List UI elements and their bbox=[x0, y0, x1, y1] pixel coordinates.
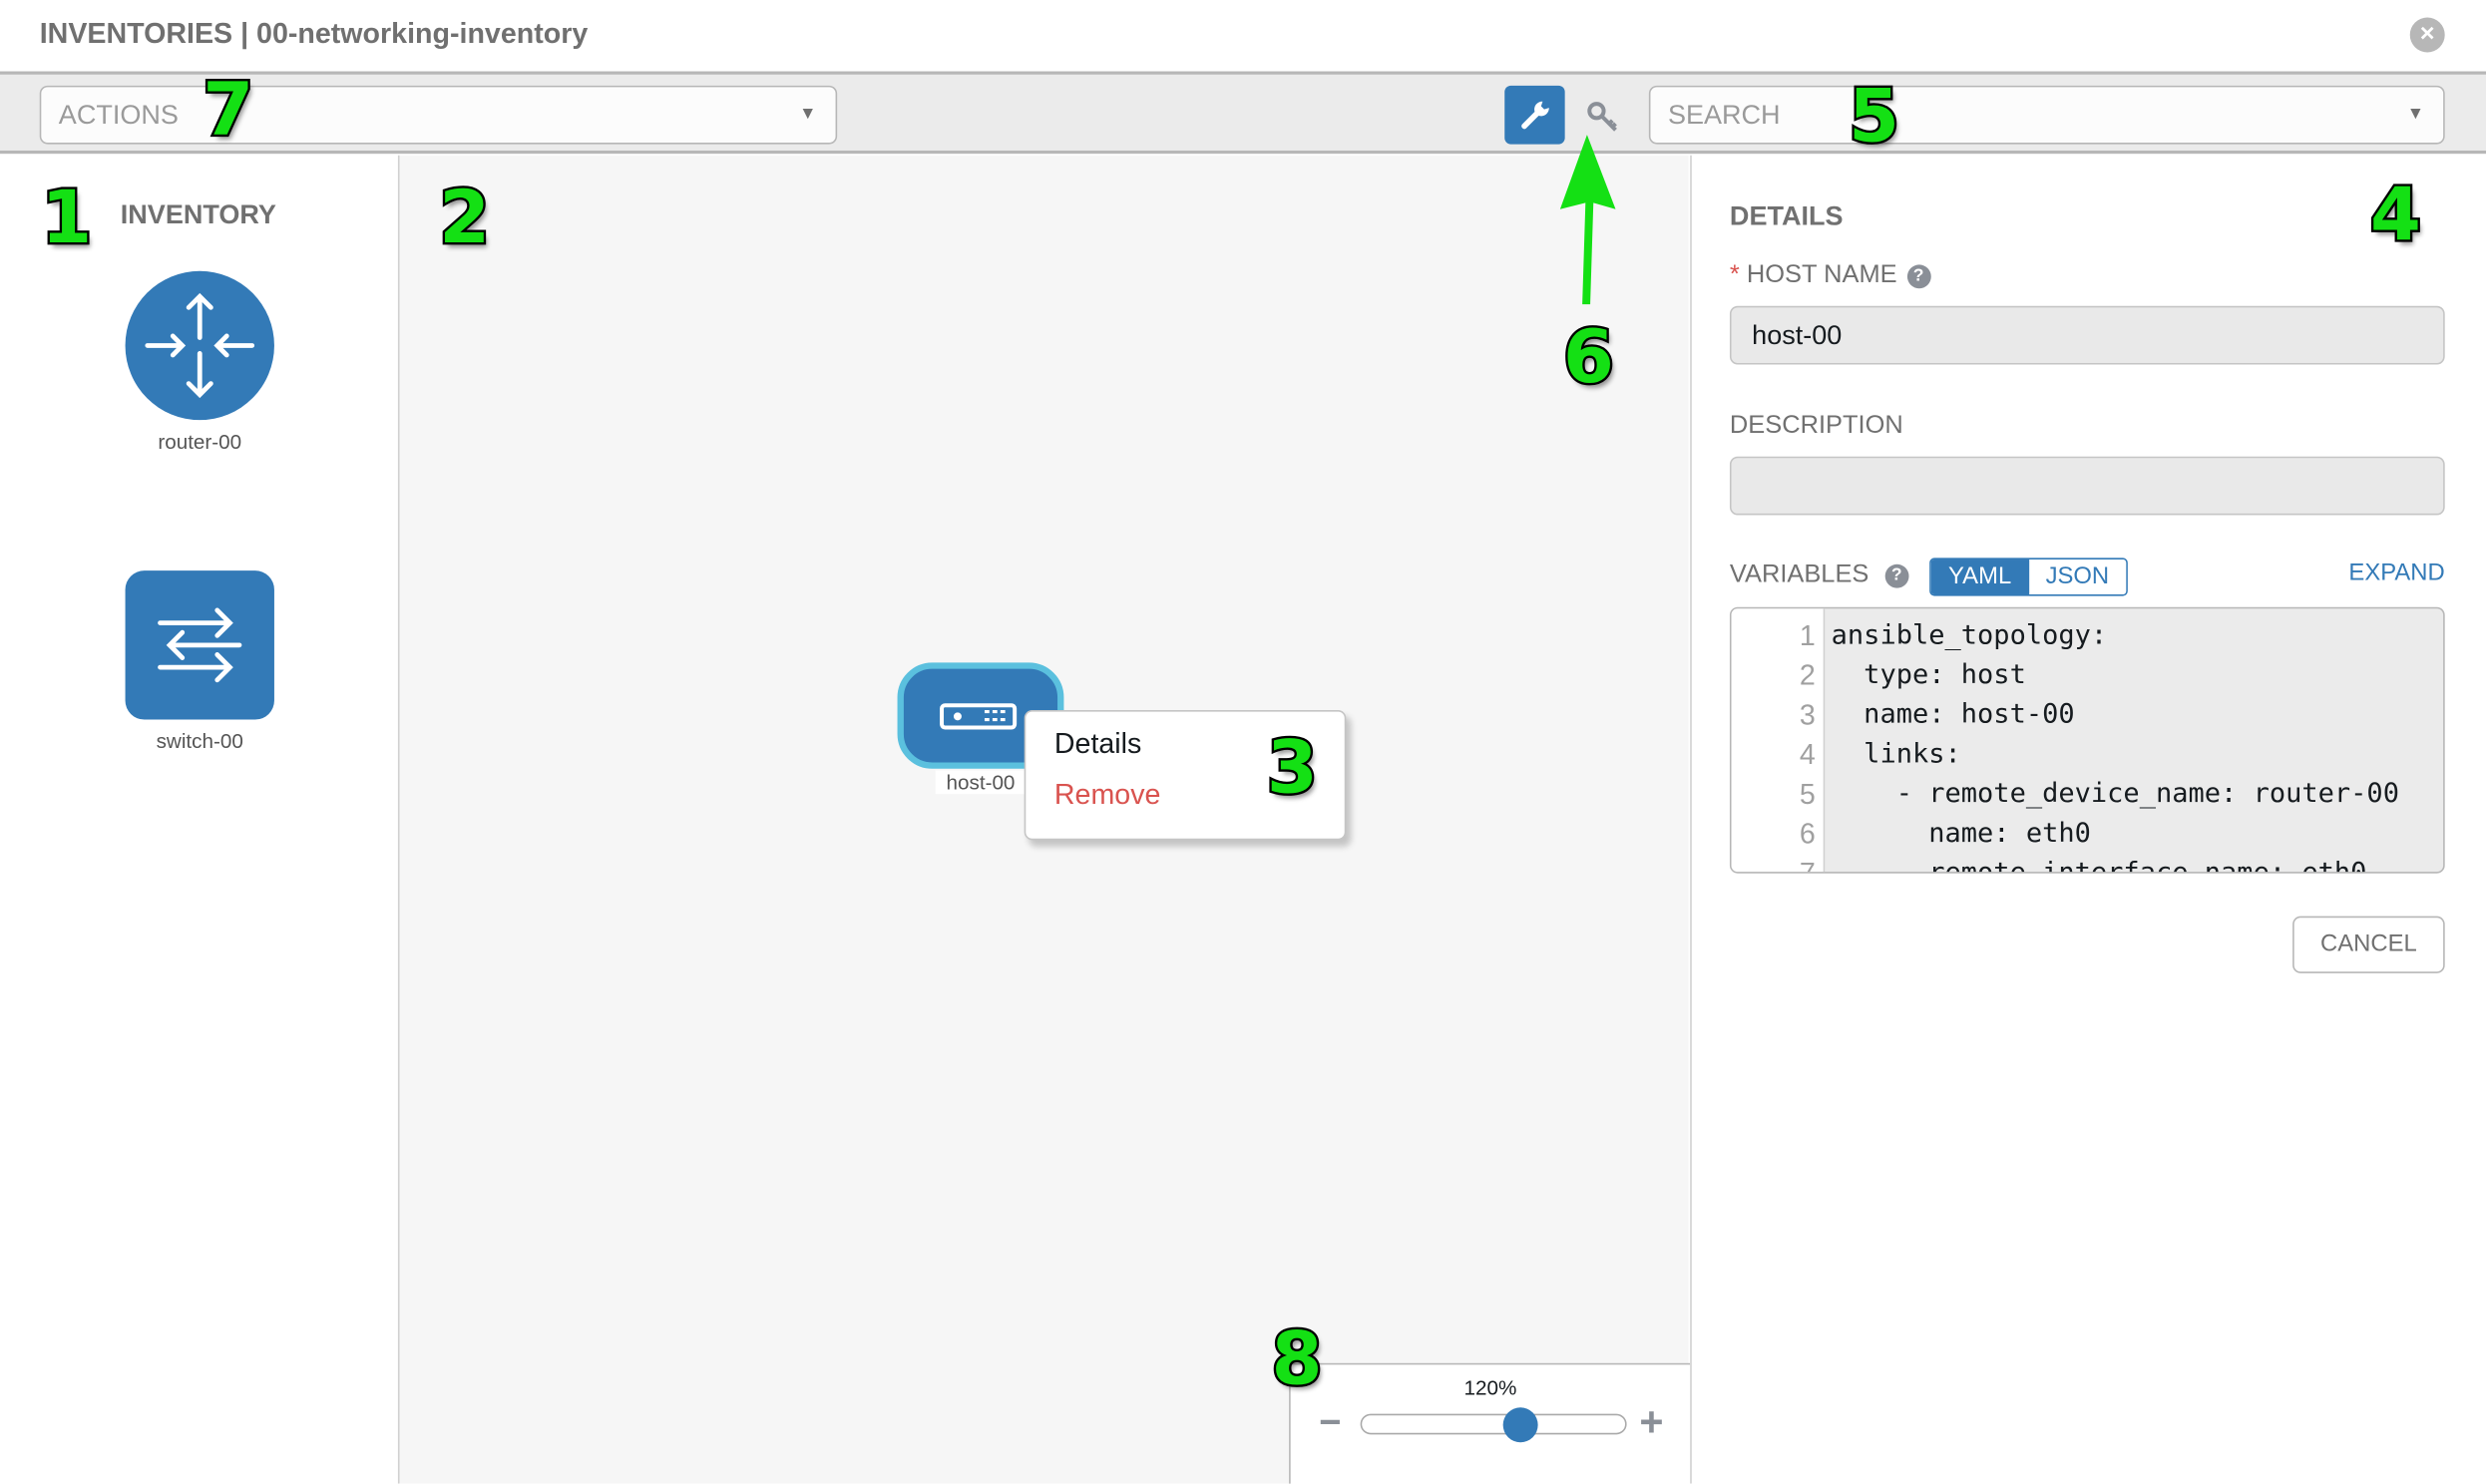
host-label: host-00 bbox=[935, 770, 1027, 795]
variables-label: VARIABLES? bbox=[1729, 560, 1909, 590]
annotation-3: 3 bbox=[1264, 724, 1320, 811]
code-text: ansible_topology: bbox=[1831, 619, 2108, 652]
router-icon bbox=[145, 292, 255, 399]
menu-item-details[interactable]: Details bbox=[1053, 727, 1142, 760]
annotation-7: 7 bbox=[201, 66, 256, 153]
line-number: 7 bbox=[1799, 857, 1816, 874]
help-icon[interactable]: ? bbox=[1884, 563, 1909, 588]
menu-item-remove[interactable]: Remove bbox=[1053, 778, 1161, 811]
description-input[interactable] bbox=[1729, 456, 2445, 516]
code-line: 6 name: eth0 bbox=[1732, 815, 2444, 855]
chevron-down-icon: ▼ bbox=[2406, 104, 2425, 124]
variables-editor[interactable]: 1 ansible_topology: 2 type: host 3 name: ho… bbox=[1729, 606, 2445, 874]
close-icon[interactable]: × bbox=[2409, 17, 2445, 53]
line-number: 2 bbox=[1799, 659, 1816, 691]
switch-label: switch-00 bbox=[156, 729, 243, 753]
host-name-input[interactable]: host-00 bbox=[1729, 305, 2445, 365]
json-toggle[interactable]: JSON bbox=[2028, 559, 2127, 594]
router-label: router-00 bbox=[158, 429, 242, 454]
help-icon[interactable]: ? bbox=[1906, 264, 1930, 289]
page-title: INVENTORIES | 00-networking-inventory bbox=[39, 17, 589, 50]
inventory-item-switch[interactable] bbox=[125, 570, 274, 720]
code-text: links: bbox=[1831, 738, 1961, 771]
code-line: 1 ansible_topology: bbox=[1732, 616, 2444, 656]
yaml-toggle[interactable]: YAML bbox=[1930, 559, 2029, 594]
zoom-level: 120% bbox=[1463, 1375, 1517, 1400]
code-line: 3 name: host-00 bbox=[1732, 696, 2444, 736]
expand-link[interactable]: EXPAND bbox=[2348, 559, 2445, 587]
code-text: type: host bbox=[1831, 659, 2026, 691]
host-name-label: * HOST NAME? bbox=[1730, 261, 1930, 290]
key-icon bbox=[1587, 102, 1617, 132]
key-button[interactable] bbox=[1584, 97, 1622, 135]
annotation-arrow bbox=[1559, 135, 1616, 305]
description-label: DESCRIPTION bbox=[1729, 412, 1903, 440]
annotation-5: 5 bbox=[1847, 73, 1902, 159]
code-text: remote_interface_name: eth0 bbox=[1831, 857, 2367, 874]
zoom-slider[interactable] bbox=[1360, 1413, 1627, 1435]
annotation-8: 8 bbox=[1269, 1315, 1325, 1401]
line-gutter bbox=[1731, 608, 1826, 873]
format-toggle: YAML JSON bbox=[1929, 557, 2128, 596]
required-mark: * bbox=[1729, 261, 1740, 289]
line-number: 1 bbox=[1799, 619, 1816, 652]
annotation-2: 2 bbox=[437, 174, 493, 260]
annotation-4: 4 bbox=[2368, 171, 2424, 257]
code-text: name: eth0 bbox=[1831, 818, 2091, 850]
line-number: 5 bbox=[1799, 778, 1816, 811]
cancel-button[interactable]: CANCEL bbox=[2292, 916, 2445, 973]
switch-icon bbox=[158, 607, 242, 683]
line-number: 3 bbox=[1799, 698, 1816, 731]
line-number: 4 bbox=[1799, 738, 1816, 771]
code-text: name: host-00 bbox=[1831, 698, 2075, 731]
code-line: 2 type: host bbox=[1732, 656, 2444, 696]
details-title: DETAILS bbox=[1729, 200, 1844, 232]
zoom-control: 120% − + bbox=[1289, 1362, 1691, 1484]
actions-label: ACTIONS bbox=[58, 100, 179, 131]
inventory-item-router[interactable] bbox=[125, 270, 274, 421]
zoom-out-button[interactable]: − bbox=[1319, 1400, 1342, 1444]
search-label: SEARCH bbox=[1667, 100, 1781, 131]
wrench-icon bbox=[1521, 101, 1549, 130]
host-server-icon bbox=[940, 703, 1018, 730]
chevron-down-icon: ▼ bbox=[799, 104, 817, 124]
code-line: 5 - remote_device_name: router-00 bbox=[1732, 775, 2444, 815]
actions-dropdown[interactable]: ACTIONS ▼ bbox=[39, 85, 838, 145]
code-text: - remote_device_name: router-00 bbox=[1831, 778, 2399, 811]
zoom-in-button[interactable]: + bbox=[1639, 1397, 1664, 1446]
host-name-label-text: HOST NAME bbox=[1746, 261, 1897, 289]
line-number: 6 bbox=[1799, 818, 1816, 850]
annotation-1: 1 bbox=[39, 174, 95, 260]
context-menu: Details Remove bbox=[1024, 710, 1347, 841]
code-line: 7 remote_interface_name: eth0 bbox=[1732, 855, 2444, 874]
search-dropdown[interactable]: SEARCH ▼ bbox=[1648, 85, 2445, 145]
zoom-slider-handle[interactable] bbox=[1502, 1407, 1538, 1443]
code-line: 4 links: bbox=[1732, 735, 2444, 775]
variables-label-text: VARIABLES bbox=[1729, 560, 1869, 588]
wrench-button[interactable] bbox=[1504, 85, 1565, 145]
inventory-title: INVENTORY bbox=[120, 199, 276, 230]
annotation-6: 6 bbox=[1561, 313, 1617, 400]
